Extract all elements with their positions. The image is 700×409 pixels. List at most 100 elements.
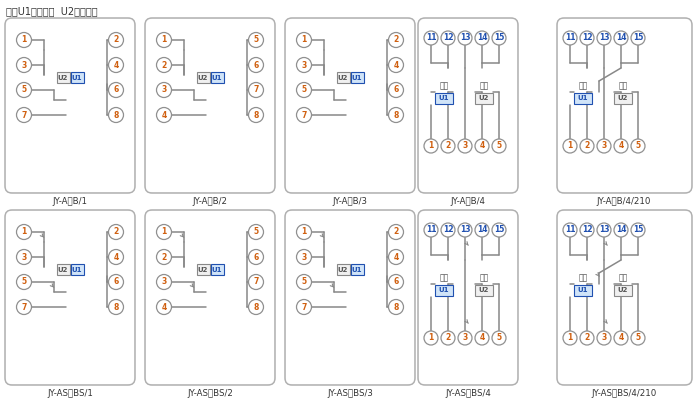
Text: 11: 11 (426, 34, 436, 43)
Circle shape (441, 31, 455, 45)
Text: 12: 12 (582, 225, 592, 234)
Circle shape (475, 139, 489, 153)
Text: JY-A，B/2: JY-A，B/2 (193, 196, 228, 205)
Text: 2: 2 (162, 252, 167, 261)
Text: 2: 2 (445, 142, 451, 151)
Circle shape (631, 31, 645, 45)
Text: JY-AS，BS/4/210: JY-AS，BS/4/210 (592, 389, 657, 398)
Text: U1: U1 (578, 287, 588, 293)
Text: 7: 7 (253, 85, 259, 94)
Text: 3: 3 (463, 333, 468, 342)
Circle shape (297, 32, 312, 47)
Circle shape (108, 83, 123, 97)
Text: JY-AS，BS/4: JY-AS，BS/4 (445, 389, 491, 398)
Circle shape (17, 249, 32, 265)
Text: U1: U1 (351, 267, 363, 272)
Text: 电源: 电源 (578, 274, 587, 283)
Text: JY-A，B/4/210: JY-A，B/4/210 (597, 196, 651, 205)
Bar (435, 92, 453, 103)
Text: 8: 8 (393, 110, 399, 119)
FancyBboxPatch shape (6, 19, 134, 192)
Text: 1: 1 (22, 227, 27, 236)
Text: 14: 14 (477, 34, 487, 43)
Text: 3: 3 (162, 277, 167, 286)
Circle shape (563, 223, 577, 237)
Circle shape (157, 249, 172, 265)
Text: 1: 1 (162, 36, 167, 45)
Text: U1: U1 (351, 74, 363, 81)
Text: 5: 5 (253, 227, 258, 236)
Text: U1: U1 (578, 95, 588, 101)
Text: 6: 6 (113, 85, 118, 94)
Bar (351, 264, 363, 275)
Text: 1: 1 (568, 142, 573, 151)
Text: 13: 13 (598, 34, 609, 43)
Circle shape (563, 331, 577, 345)
Circle shape (108, 58, 123, 72)
Text: 12: 12 (442, 225, 454, 234)
Circle shape (248, 32, 263, 47)
Text: 2: 2 (162, 61, 167, 70)
Text: U2: U2 (618, 95, 628, 101)
Text: 1: 1 (302, 227, 307, 236)
Circle shape (389, 58, 403, 72)
FancyBboxPatch shape (557, 210, 692, 385)
Text: JY-AS，BS/3: JY-AS，BS/3 (327, 389, 373, 398)
Text: JY-A，B/4: JY-A，B/4 (451, 196, 486, 205)
Text: 6: 6 (113, 277, 118, 286)
Text: 注：U1辅助电源  U2整定电压: 注：U1辅助电源 U2整定电压 (6, 6, 97, 16)
Circle shape (17, 58, 32, 72)
Circle shape (614, 139, 628, 153)
Text: 6: 6 (393, 85, 398, 94)
Circle shape (389, 83, 403, 97)
Text: 7: 7 (21, 303, 27, 312)
Text: 15: 15 (494, 225, 504, 234)
Text: 14: 14 (477, 225, 487, 234)
FancyBboxPatch shape (418, 210, 518, 385)
Text: JY-AS，BS/1: JY-AS，BS/1 (47, 389, 93, 398)
Text: U2: U2 (58, 74, 68, 81)
Circle shape (108, 108, 123, 123)
Text: U1: U1 (439, 95, 449, 101)
Circle shape (458, 223, 472, 237)
Circle shape (297, 225, 312, 240)
Circle shape (631, 223, 645, 237)
Text: 4: 4 (618, 142, 624, 151)
Circle shape (597, 331, 611, 345)
Text: 14: 14 (616, 34, 626, 43)
Circle shape (297, 108, 312, 123)
Circle shape (614, 331, 628, 345)
Text: 13: 13 (460, 225, 470, 234)
Text: 3: 3 (22, 61, 27, 70)
Circle shape (424, 331, 438, 345)
Circle shape (563, 31, 577, 45)
Bar (614, 285, 632, 295)
Text: 7: 7 (301, 303, 307, 312)
Text: 7: 7 (301, 110, 307, 119)
Bar (57, 72, 69, 83)
Circle shape (108, 274, 123, 290)
Text: 电源: 电源 (578, 81, 587, 90)
Text: 1: 1 (22, 36, 27, 45)
Text: 1: 1 (162, 227, 167, 236)
Circle shape (17, 299, 32, 315)
Circle shape (563, 139, 577, 153)
Text: 11: 11 (426, 225, 436, 234)
Circle shape (157, 274, 172, 290)
Text: 5: 5 (22, 277, 27, 286)
Text: 1: 1 (302, 36, 307, 45)
Circle shape (248, 83, 263, 97)
Circle shape (248, 225, 263, 240)
Bar (337, 72, 349, 83)
Text: U2: U2 (618, 287, 628, 293)
Circle shape (297, 274, 312, 290)
Circle shape (458, 139, 472, 153)
Text: U1: U1 (211, 267, 223, 272)
Text: JY-A，B/1: JY-A，B/1 (52, 196, 88, 205)
Text: 3: 3 (22, 252, 27, 261)
Text: JY-AS，BS/2: JY-AS，BS/2 (187, 389, 233, 398)
Circle shape (580, 31, 594, 45)
Circle shape (297, 83, 312, 97)
FancyBboxPatch shape (558, 211, 691, 384)
Text: 4: 4 (162, 303, 167, 312)
